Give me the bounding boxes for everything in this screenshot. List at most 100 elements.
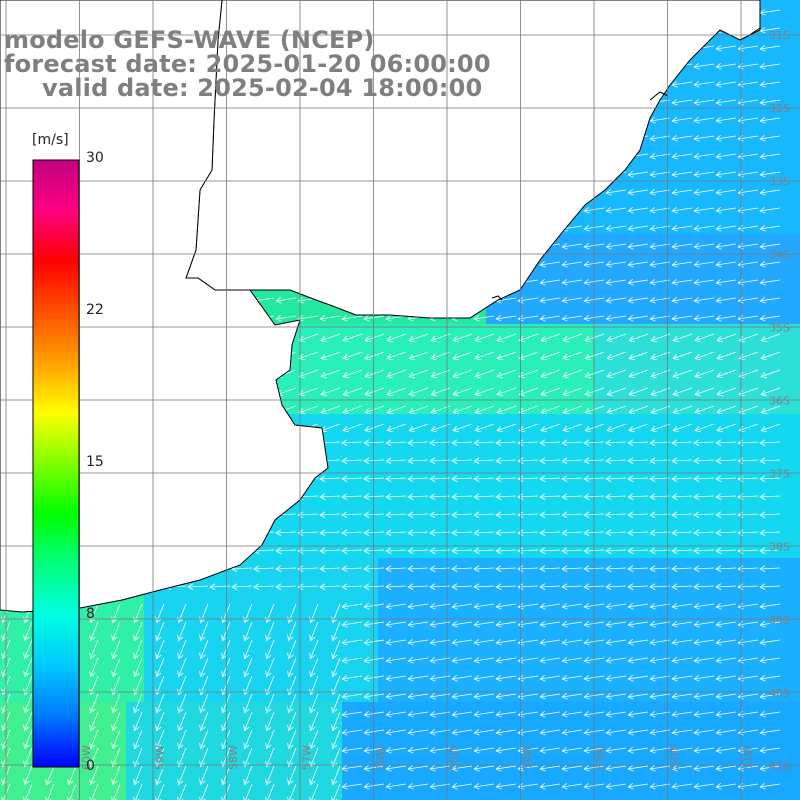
wind-speed-cell — [792, 198, 800, 217]
wind-arrow — [539, 656, 561, 664]
wind-speed-cell — [288, 774, 307, 793]
wind-arrow — [715, 565, 737, 573]
wind-speed-cell — [414, 594, 433, 613]
wind-arrow — [693, 62, 715, 70]
wind-speed-cell — [306, 558, 325, 577]
wind-arrow — [650, 423, 671, 433]
wind-speed-cell — [450, 396, 469, 415]
wind-arrow — [540, 333, 561, 343]
wind-speed-cell — [612, 486, 631, 505]
wind-speed-cell — [252, 576, 271, 595]
wind-speed-cell — [522, 594, 541, 613]
wind-arrow — [760, 351, 781, 361]
wind-speed-cell — [468, 738, 487, 757]
wind-speed-cell — [756, 36, 775, 55]
wind-speed-cell — [576, 432, 595, 451]
wind-arrow — [584, 351, 605, 361]
wind-arrow — [627, 493, 649, 501]
wind-arrow — [155, 711, 165, 732]
wind-speed-cell — [756, 180, 775, 199]
wind-arrow — [561, 782, 583, 790]
wind-arrow — [320, 387, 341, 397]
wind-speed-cell — [720, 576, 739, 595]
wind-speed-cell — [792, 576, 800, 595]
wind-speed-cell — [666, 792, 685, 800]
wind-speed-cell — [666, 666, 685, 685]
wind-speed-cell — [702, 396, 721, 415]
wind-speed-cell — [702, 126, 721, 145]
wind-speed-cell — [360, 558, 379, 577]
wind-speed-cell — [504, 576, 523, 595]
wind-speed-cell — [684, 666, 703, 685]
wind-speed-cell — [702, 630, 721, 649]
wind-arrow — [496, 333, 517, 343]
wind-arrow — [715, 260, 737, 268]
wind-arrow — [759, 457, 781, 465]
wind-arrow — [199, 621, 209, 642]
wind-speed-cell — [738, 540, 757, 559]
wind-speed-cell — [666, 306, 685, 325]
wind-speed-cell — [702, 738, 721, 757]
colorbar — [32, 159, 80, 768]
wind-speed-cell — [792, 108, 800, 127]
wind-speed-cell — [666, 180, 685, 199]
wind-speed-cell — [756, 738, 775, 757]
wind-arrow — [408, 369, 429, 379]
wind-arrow — [320, 351, 341, 361]
wind-arrow — [759, 224, 781, 232]
wind-arrow — [496, 423, 517, 433]
wind-speed-cell — [792, 126, 800, 145]
wind-speed-cell — [792, 738, 800, 757]
wind-arrow — [363, 764, 385, 772]
wind-speed-cell — [738, 162, 757, 181]
wind-arrow — [342, 423, 363, 433]
wind-speed-cell — [18, 756, 37, 775]
wind-arrow — [649, 475, 671, 483]
wind-arrow — [309, 621, 319, 642]
wind-speed-cell — [324, 432, 343, 451]
wind-speed-cell — [756, 396, 775, 415]
wind-speed-cell — [756, 684, 775, 703]
wind-arrow — [759, 746, 781, 754]
wind-speed-cell — [612, 432, 631, 451]
wind-speed-cell — [702, 414, 721, 433]
wind-arrow — [561, 710, 583, 718]
wind-arrow — [297, 565, 319, 573]
wind-speed-cell — [774, 216, 793, 235]
wind-arrow — [309, 657, 319, 678]
wind-speed-cell — [162, 648, 181, 667]
wind-speed-cell — [684, 792, 703, 800]
wind-speed-cell — [468, 540, 487, 559]
wind-speed-cell — [594, 504, 613, 523]
wind-speed-cell — [270, 666, 289, 685]
wind-speed-cell — [522, 450, 541, 469]
wind-arrow — [605, 728, 627, 736]
wind-speed-cell — [360, 612, 379, 631]
wind-speed-cell — [342, 630, 361, 649]
wind-arrow — [111, 639, 121, 660]
wind-arrow — [407, 529, 429, 537]
wind-speed-cell — [162, 720, 181, 739]
wind-speed-cell — [774, 396, 793, 415]
wind-arrow — [517, 457, 539, 465]
wind-arrow — [540, 405, 561, 415]
wind-speed-cell — [360, 594, 379, 613]
wind-speed-cell — [756, 702, 775, 721]
wind-speed-cell — [540, 252, 559, 271]
wind-speed-cell — [180, 756, 199, 775]
wind-speed-cell — [414, 684, 433, 703]
wind-speed-cell — [540, 270, 559, 289]
wind-speed-cell — [252, 738, 271, 757]
wind-speed-cell — [450, 342, 469, 361]
wind-arrow — [605, 224, 627, 232]
wind-arrow — [561, 475, 583, 483]
wind-speed-cell — [396, 612, 415, 631]
wind-speed-cell — [756, 18, 775, 37]
wind-speed-cell — [612, 198, 631, 217]
wind-speed-cell — [630, 306, 649, 325]
wind-arrow — [199, 657, 209, 678]
wind-speed-cell — [486, 558, 505, 577]
wind-arrow — [265, 765, 275, 786]
wind-arrow — [759, 62, 781, 70]
wind-speed-cell — [756, 216, 775, 235]
